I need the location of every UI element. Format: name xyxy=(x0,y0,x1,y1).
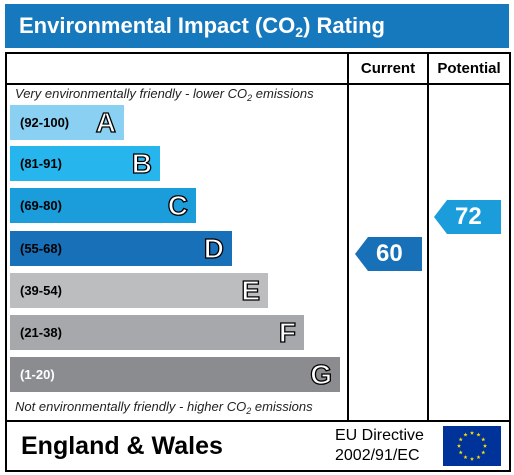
band-letter: A xyxy=(95,106,117,138)
current-rating-arrow: 60 xyxy=(355,237,422,271)
current-arrow-shape xyxy=(355,237,422,271)
band-letter: F xyxy=(278,316,296,348)
eu-star xyxy=(469,456,475,461)
band-range: (69-80) xyxy=(20,198,62,213)
eu-flag-icon xyxy=(443,426,501,466)
eu-star xyxy=(458,437,463,442)
friendly-note: Very environmentally friendly - lower CO… xyxy=(15,86,314,103)
band-letter: D xyxy=(203,232,225,264)
eu-star xyxy=(456,443,462,448)
directive-line-1: EU Directive xyxy=(335,427,424,444)
potential-rating-arrow: 72 xyxy=(434,200,501,234)
eu-star xyxy=(458,450,463,455)
band-letter: B xyxy=(131,147,153,179)
eu-star xyxy=(481,450,486,455)
potential-rating-value: 72 xyxy=(455,203,482,230)
eu-star xyxy=(463,432,468,437)
eu-star xyxy=(476,432,481,437)
band-range: (39-54) xyxy=(20,283,62,298)
band-f: (21-38) F xyxy=(10,315,304,350)
directive-line-2: 2002/91/EC xyxy=(335,447,420,464)
band-g: (1-20) G xyxy=(10,357,340,392)
eu-star xyxy=(481,437,486,442)
page-title: Environmental Impact (CO2) Rating xyxy=(19,13,385,40)
band-letter: E xyxy=(241,274,261,306)
eu-star xyxy=(469,430,475,435)
band-d: (55-68) D xyxy=(10,231,232,266)
band-range: (81-91) xyxy=(20,156,62,171)
column-divider xyxy=(347,54,349,420)
footer: England & Wales EU Directive 2002/91/EC xyxy=(5,420,511,472)
potential-arrow-shape xyxy=(434,200,501,234)
unfriendly-note: Not environmentally friendly - higher CO… xyxy=(15,399,313,416)
band-b: (81-91) B xyxy=(10,146,160,181)
band-range: (92-100) xyxy=(20,115,70,130)
title-bar: Environmental Impact (CO2) Rating xyxy=(5,4,509,48)
eu-star xyxy=(482,443,488,448)
band-c: (69-80) C xyxy=(10,188,196,223)
region-label: England & Wales xyxy=(21,432,223,460)
current-rating-value: 60 xyxy=(376,240,403,267)
rating-table: Current Potential Very environmentally f… xyxy=(5,52,511,422)
potential-column-header: Potential xyxy=(437,60,501,77)
band-letter: C xyxy=(167,189,189,221)
band-range: (55-68) xyxy=(20,241,62,256)
band-a: (92-100) A xyxy=(10,105,124,140)
current-column-header: Current xyxy=(360,60,416,77)
band-e: (39-54) E xyxy=(10,273,268,308)
eu-star xyxy=(476,455,481,460)
eu-star xyxy=(463,455,468,460)
band-letter: G xyxy=(310,358,333,390)
band-range: (21-38) xyxy=(20,325,62,340)
band-range: (1-20) xyxy=(20,367,55,382)
header-divider xyxy=(7,83,509,85)
column-divider xyxy=(427,54,429,420)
